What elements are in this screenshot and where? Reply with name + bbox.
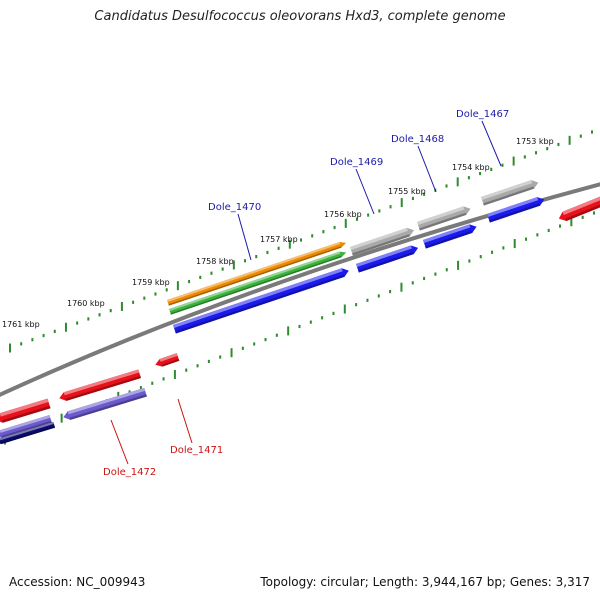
- feature-shadow: [170, 255, 342, 315]
- kbp-label: 1761 kbp: [2, 320, 40, 329]
- leader-line: [110, 419, 129, 465]
- feature-body: [487, 197, 545, 223]
- reverse-feature-navy-left[interactable]: [0, 421, 56, 446]
- leader-line: [355, 168, 375, 215]
- feature-highlight: [172, 268, 343, 328]
- kbp-tick-track-upper: [9, 130, 593, 353]
- gene-label[interactable]: Dole_1470: [208, 202, 261, 213]
- feature-body: [356, 245, 419, 273]
- feature-layer: [0, 178, 600, 446]
- feature-body: [350, 227, 414, 256]
- feature-shadow: [358, 251, 414, 273]
- feature-highlight: [167, 241, 341, 302]
- leader-line: [481, 120, 502, 167]
- cds-dole-1469[interactable]: [356, 244, 420, 273]
- leader-line: [177, 398, 193, 444]
- reverse-feature-purple-left[interactable]: [0, 415, 52, 440]
- feature-highlight: [0, 415, 51, 433]
- feature-shadow: [352, 234, 410, 256]
- gene-label[interactable]: Dole_1472: [103, 467, 156, 478]
- kbp-label: 1753 kbp: [516, 137, 554, 146]
- map-title: Candidatus Desulfococcus oleovorans Hxd3…: [94, 9, 506, 24]
- cds-dole-1467[interactable]: [487, 195, 546, 223]
- feature-body: [481, 180, 539, 206]
- kbp-label: 1756 kbp: [324, 210, 362, 219]
- feature-shadow: [161, 358, 180, 367]
- feature-shadow: [419, 212, 467, 231]
- feature-shadow: [1, 405, 51, 423]
- kbp-tick-track-lower: [4, 211, 595, 445]
- label-leader-lines: [110, 120, 502, 465]
- feature-highlight: [67, 387, 146, 415]
- feature-highlight: [481, 180, 533, 200]
- kbp-label: 1754 kbp: [452, 163, 490, 172]
- cds-dole-1470[interactable]: [172, 266, 350, 334]
- feature-highlight: [169, 251, 341, 311]
- gene-label[interactable]: Dole_1471: [170, 445, 223, 456]
- feature-shadow: [1, 420, 52, 438]
- leader-line: [237, 213, 252, 261]
- feature-highlight: [350, 227, 408, 250]
- kbp-label: 1757 kbp: [260, 235, 298, 244]
- feature-shadow: [1, 426, 56, 444]
- leader-line: [417, 145, 437, 193]
- feature-shadow: [65, 375, 141, 401]
- feature-shadow: [565, 202, 600, 222]
- feature-shadow: [168, 246, 342, 306]
- feature-highlight: [423, 224, 471, 243]
- gene-dole-1469[interactable]: [350, 226, 415, 256]
- feature-highlight: [417, 206, 465, 225]
- gene-label[interactable]: Dole_1467: [456, 109, 509, 120]
- feature-shadow: [425, 230, 473, 249]
- feature-shadow: [483, 186, 535, 206]
- reverse-feature-dole-1472b[interactable]: [62, 387, 147, 422]
- feature-highlight: [63, 369, 140, 396]
- reverse-feature-dole-1472a[interactable]: [58, 369, 141, 402]
- genome-summary-text: Topology: circular; Length: 3,944,167 bp…: [260, 575, 590, 589]
- cds-dole-1468[interactable]: [423, 222, 478, 249]
- forward-feature-orange[interactable]: [167, 240, 347, 306]
- feature-highlight: [562, 195, 600, 215]
- feature-shadow: [489, 203, 541, 223]
- reverse-feature-right[interactable]: [557, 195, 600, 223]
- feature-body: [173, 268, 349, 334]
- gene-label[interactable]: Dole_1469: [330, 157, 383, 168]
- reverse-feature-left[interactable]: [0, 398, 51, 425]
- feature-body: [417, 206, 471, 231]
- accession-text: Accession: NC_009943: [9, 575, 146, 589]
- reverse-feature-dole-1471[interactable]: [154, 353, 180, 368]
- kbp-label: 1760 kbp: [67, 299, 105, 308]
- feature-shadow: [69, 394, 147, 420]
- gene-label[interactable]: Dole_1468: [391, 134, 444, 145]
- feature-highlight: [487, 197, 539, 217]
- kbp-label: 1758 kbp: [196, 257, 234, 266]
- gene-dole-1468[interactable]: [417, 204, 472, 231]
- feature-highlight: [159, 353, 178, 362]
- gene-label-layer: Dole_1470 Dole_1469 Dole_1468 Dole_1467 Dole…: [103, 109, 509, 478]
- feature-highlight: [0, 421, 54, 441]
- kbp-label: 1755 kbp: [388, 187, 426, 196]
- forward-feature-green[interactable]: [169, 250, 347, 315]
- feature-body: [423, 224, 477, 249]
- kbp-label: 1759 kbp: [132, 278, 170, 287]
- gene-dole-1467[interactable]: [481, 178, 540, 206]
- feature-highlight: [0, 398, 49, 417]
- feature-highlight: [356, 245, 412, 267]
- kbp-label-layer: 1761 kbp 1760 kbp 1759 kbp 1758 kbp 1757 kbp…: [2, 137, 554, 329]
- feature-shadow: [175, 274, 345, 334]
